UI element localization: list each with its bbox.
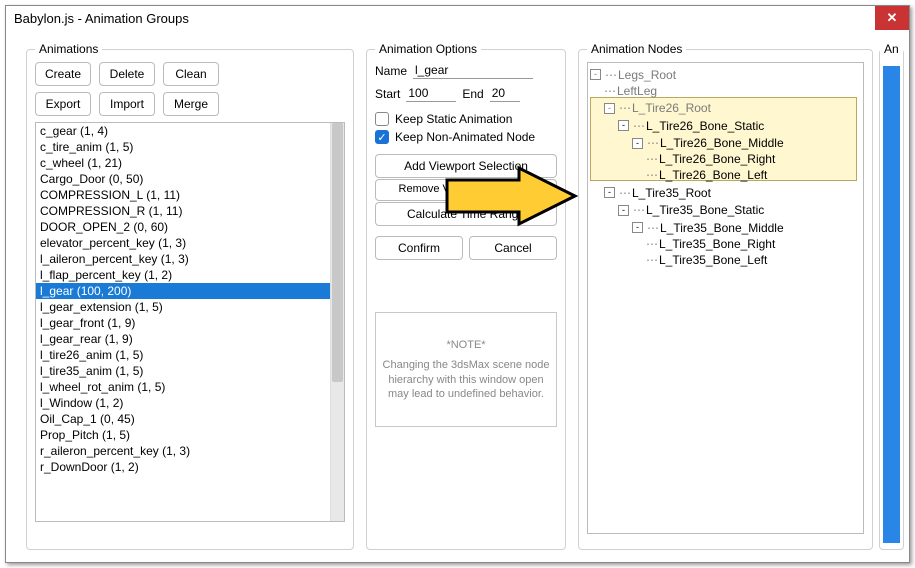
animations-btn-row-1: Create Delete Clean	[35, 62, 345, 86]
close-icon: ✕	[887, 10, 898, 26]
animations-btn-row-2: Export Import Merge	[35, 92, 345, 116]
export-button[interactable]: Export	[35, 92, 91, 116]
node-label: L_Tire26_Bone_Right	[659, 151, 775, 167]
list-item[interactable]: l_wheel_rot_anim (1, 5)	[36, 379, 330, 395]
keep-static-checkbox[interactable]	[375, 112, 389, 126]
app-window: Babylon.js - Animation Groups ✕ Animatio…	[5, 5, 910, 563]
animations-legend: Animations	[35, 42, 102, 56]
note-body: Changing the 3dsMax scene node hierarchy…	[382, 358, 550, 401]
expand-icon[interactable]: -	[604, 187, 615, 198]
tree-node[interactable]: -⋯Legs_Root ⋯LeftLeg -⋯L_Tire26_Root -⋯L…	[590, 65, 861, 268]
expand-icon[interactable]: -	[590, 69, 601, 80]
node-label: LeftLeg	[617, 83, 657, 99]
node-label: L_Tire26_Bone_Left	[659, 167, 767, 183]
right-bar-legend: An	[880, 42, 903, 56]
merge-button[interactable]: Merge	[163, 92, 219, 116]
list-item[interactable]: l_gear_extension (1, 5)	[36, 299, 330, 315]
content-area: Animations Create Delete Clean Export Im…	[6, 30, 909, 562]
list-item[interactable]: DOOR_OPEN_2 (0, 60)	[36, 219, 330, 235]
expand-icon[interactable]: -	[632, 138, 643, 149]
name-row: Name	[375, 62, 557, 79]
list-item[interactable]: l_gear (100, 200)	[36, 283, 330, 299]
note-box: *NOTE* Changing the 3dsMax scene node hi…	[375, 312, 557, 427]
list-item[interactable]: l_tire26_anim (1, 5)	[36, 347, 330, 363]
delete-button[interactable]: Delete	[99, 62, 155, 86]
list-scrollbar[interactable]	[330, 123, 344, 521]
name-input[interactable]	[413, 62, 533, 79]
animations-column: Animations Create Delete Clean Export Im…	[26, 42, 354, 550]
options-legend: Animation Options	[375, 42, 481, 56]
clean-button[interactable]: Clean	[163, 62, 219, 86]
node-label: L_Tire35_Bone_Right	[659, 236, 775, 252]
cancel-button[interactable]: Cancel	[469, 236, 557, 260]
keep-static-row[interactable]: Keep Static Animation	[375, 112, 557, 126]
confirm-cancel-row: Confirm Cancel	[375, 236, 557, 260]
list-item[interactable]: COMPRESSION_L (1, 11)	[36, 187, 330, 203]
list-item[interactable]: r_aileron_percent_key (1, 3)	[36, 443, 330, 459]
right-bar-fieldset: An	[879, 42, 904, 550]
keep-non-row[interactable]: ✓ Keep Non-Animated Node	[375, 130, 557, 144]
nodes-legend: Animation Nodes	[587, 42, 686, 56]
nodes-fieldset: Animation Nodes -⋯Legs_Root ⋯LeftLeg -⋯L…	[578, 42, 873, 550]
node-label: L_Tire26_Bone_Middle	[660, 135, 784, 151]
expand-icon[interactable]: -	[618, 120, 629, 131]
list-item[interactable]: COMPRESSION_R (1, 11)	[36, 203, 330, 219]
list-item[interactable]: l_aileron_percent_key (1, 3)	[36, 251, 330, 267]
animations-list-wrap: c_gear (1, 4)c_tire_anim (1, 5)c_wheel (…	[35, 122, 345, 522]
node-label: Legs_Root	[618, 67, 676, 83]
node-label: L_Tire35_Bone_Static	[646, 202, 764, 218]
name-label: Name	[375, 64, 407, 78]
confirm-button[interactable]: Confirm	[375, 236, 463, 260]
keep-static-label: Keep Static Animation	[395, 112, 512, 126]
expand-icon[interactable]: -	[618, 205, 629, 216]
list-item[interactable]: Cargo_Door (0, 50)	[36, 171, 330, 187]
create-button[interactable]: Create	[35, 62, 91, 86]
nodes-column: Animation Nodes -⋯Legs_Root ⋯LeftLeg -⋯L…	[578, 42, 873, 550]
list-item[interactable]: l_tire35_anim (1, 5)	[36, 363, 330, 379]
node-label: L_Tire35_Bone_Middle	[660, 220, 784, 236]
list-item[interactable]: Prop_Pitch (1, 5)	[36, 427, 330, 443]
node-label: L_Tire26_Bone_Static	[646, 118, 764, 134]
scroll-thumb[interactable]	[332, 123, 343, 382]
end-input[interactable]	[490, 85, 520, 102]
keep-non-label: Keep Non-Animated Node	[395, 130, 535, 144]
right-bar-column: An	[879, 42, 899, 550]
list-item[interactable]: c_tire_anim (1, 5)	[36, 139, 330, 155]
list-item[interactable]: c_wheel (1, 21)	[36, 155, 330, 171]
callout-arrow	[441, 164, 581, 228]
range-row: Start End	[375, 85, 557, 102]
expand-icon[interactable]: -	[604, 103, 615, 114]
node-label: L_Tire35_Bone_Left	[659, 252, 767, 268]
node-label: L_Tire26_Root	[632, 100, 711, 116]
tree-content: -⋯Legs_Root ⋯LeftLeg -⋯L_Tire26_Root -⋯L…	[590, 65, 861, 268]
keep-non-checkbox[interactable]: ✓	[375, 130, 389, 144]
animations-fieldset: Animations Create Delete Clean Export Im…	[26, 42, 354, 550]
end-label: End	[462, 87, 483, 101]
list-item[interactable]: Oil_Cap_1 (0, 45)	[36, 411, 330, 427]
node-label: L_Tire35_Root	[632, 185, 711, 201]
expand-icon[interactable]: -	[632, 222, 643, 233]
list-item[interactable]: c_gear (1, 4)	[36, 123, 330, 139]
list-item[interactable]: l_gear_front (1, 9)	[36, 315, 330, 331]
list-item[interactable]: elevator_percent_key (1, 3)	[36, 235, 330, 251]
tree-wrap[interactable]: -⋯Legs_Root ⋯LeftLeg -⋯L_Tire26_Root -⋯L…	[587, 62, 864, 534]
titlebar: Babylon.js - Animation Groups ✕	[6, 6, 909, 30]
list-item[interactable]: r_DownDoor (1, 2)	[36, 459, 330, 475]
window-title: Babylon.js - Animation Groups	[14, 11, 189, 26]
right-bar-fill	[883, 66, 900, 543]
list-item[interactable]: l_Window (1, 2)	[36, 395, 330, 411]
start-input[interactable]	[406, 85, 456, 102]
animations-list[interactable]: c_gear (1, 4)c_tire_anim (1, 5)c_wheel (…	[36, 123, 330, 521]
start-label: Start	[375, 87, 400, 101]
options-column: Animation Options Name Start End Keep St…	[366, 42, 566, 550]
options-fieldset: Animation Options Name Start End Keep St…	[366, 42, 566, 550]
note-title: *NOTE*	[446, 338, 485, 352]
list-item[interactable]: l_gear_rear (1, 9)	[36, 331, 330, 347]
list-item[interactable]: l_flap_percent_key (1, 2)	[36, 267, 330, 283]
close-button[interactable]: ✕	[875, 6, 909, 30]
import-button[interactable]: Import	[99, 92, 155, 116]
